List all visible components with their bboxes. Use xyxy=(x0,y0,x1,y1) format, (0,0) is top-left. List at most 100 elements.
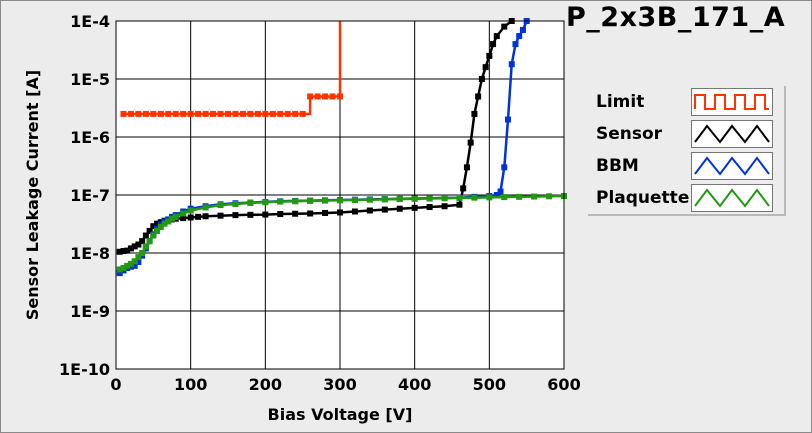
data-point xyxy=(120,110,127,117)
data-point xyxy=(501,23,508,30)
data-point xyxy=(187,214,194,221)
x-tick-label: 400 xyxy=(398,375,431,394)
series-plaquette xyxy=(116,193,567,273)
data-point xyxy=(135,110,142,117)
y-tick-label: 1E-9 xyxy=(70,302,110,321)
data-point xyxy=(516,33,523,40)
data-point xyxy=(505,116,511,123)
data-point xyxy=(351,208,358,215)
data-point xyxy=(411,195,418,202)
data-point xyxy=(482,64,489,71)
data-point xyxy=(277,110,284,117)
y-axis-title: Sensor Leakage Current [A] xyxy=(23,70,42,320)
data-point xyxy=(508,61,515,68)
legend-swatch-icon xyxy=(694,188,770,208)
data-point xyxy=(239,110,246,117)
data-point xyxy=(292,210,299,217)
data-point xyxy=(471,110,478,117)
data-point xyxy=(351,196,358,203)
data-point xyxy=(154,220,161,227)
data-point xyxy=(142,110,149,117)
data-point xyxy=(307,197,314,204)
data-point xyxy=(139,238,146,245)
legend-swatch-sensor xyxy=(691,120,773,148)
plot-border xyxy=(115,20,565,370)
data-point xyxy=(225,110,231,117)
data-point xyxy=(187,110,194,117)
data-point xyxy=(329,93,336,100)
series-layer xyxy=(116,18,567,277)
data-point xyxy=(180,215,187,222)
data-point xyxy=(396,205,403,212)
data-point xyxy=(247,211,254,218)
data-point xyxy=(116,266,123,273)
chart-title: P_2x3B_171_A xyxy=(566,2,786,33)
data-point xyxy=(516,193,523,200)
data-point xyxy=(322,197,329,204)
data-point xyxy=(131,258,138,265)
data-point xyxy=(277,211,284,218)
data-point xyxy=(195,110,202,117)
data-point xyxy=(135,258,142,265)
data-point xyxy=(322,209,329,216)
legend-label: Plaquette xyxy=(596,188,690,208)
legend-label: BBM xyxy=(596,156,639,176)
data-point xyxy=(202,213,209,220)
x-tick-label: 0 xyxy=(110,375,121,394)
data-point xyxy=(497,188,504,195)
data-point xyxy=(292,198,299,205)
data-point xyxy=(269,110,276,117)
y-tick-label: 1E-10 xyxy=(59,360,110,379)
data-point xyxy=(131,243,138,250)
data-point xyxy=(157,110,164,117)
data-point xyxy=(546,193,553,200)
data-point xyxy=(486,52,493,59)
data-point xyxy=(120,265,127,272)
data-point xyxy=(262,110,269,117)
data-point xyxy=(426,195,433,202)
data-point xyxy=(232,200,239,207)
data-point xyxy=(366,196,373,203)
data-point xyxy=(202,204,209,211)
data-point xyxy=(169,215,175,222)
data-point xyxy=(519,26,526,33)
y-tick-label: 1E-5 xyxy=(70,70,110,89)
data-point xyxy=(247,199,254,206)
data-point xyxy=(165,218,172,225)
data-point xyxy=(150,232,157,239)
legend-item-bbm: BBM xyxy=(588,150,784,182)
data-point xyxy=(217,212,224,219)
x-tick-label: 100 xyxy=(174,375,207,394)
data-point xyxy=(486,194,493,201)
series-limit xyxy=(120,21,343,117)
x-tick-label: 200 xyxy=(249,375,282,394)
data-point xyxy=(165,110,172,117)
data-point xyxy=(299,110,306,117)
data-point xyxy=(150,223,157,230)
legend-item-plaquette: Plaquette xyxy=(588,182,784,214)
data-point xyxy=(284,110,291,117)
legend-swatch-bbm xyxy=(691,152,773,180)
data-point xyxy=(180,110,187,117)
data-point xyxy=(232,212,239,219)
data-point xyxy=(456,201,463,208)
data-point xyxy=(307,93,314,100)
y-tick-label: 1E-6 xyxy=(70,128,110,147)
legend: Limit Sensor BBM Plaquette xyxy=(588,86,786,216)
data-point xyxy=(381,206,388,213)
data-point xyxy=(490,41,497,48)
data-point xyxy=(441,195,448,202)
data-point xyxy=(131,262,138,269)
data-point xyxy=(396,196,403,203)
data-point xyxy=(411,204,418,211)
data-point xyxy=(116,270,123,277)
x-tick-label: 300 xyxy=(323,375,356,394)
data-point xyxy=(501,194,508,201)
x-tick-label: 500 xyxy=(473,375,506,394)
legend-swatch-limit xyxy=(691,88,773,116)
data-point xyxy=(180,210,187,217)
data-point xyxy=(456,194,463,201)
legend-swatch-plaquette xyxy=(691,184,773,212)
data-point xyxy=(146,238,153,245)
